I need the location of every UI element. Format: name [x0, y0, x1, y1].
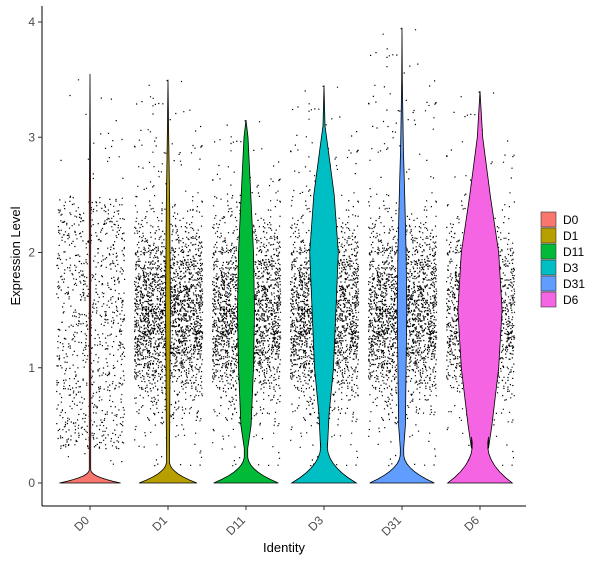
violin-d1 — [138, 79, 198, 484]
y-ticks-layer: 0 1 2 3 4 — [28, 15, 42, 490]
legend-label-d0: D0 — [563, 213, 579, 227]
legend-swatch-d6 — [540, 291, 557, 308]
legend-swatch-d31 — [540, 275, 557, 292]
y-tick-label: 0 — [28, 476, 35, 490]
legend-label-d1: D1 — [563, 229, 579, 243]
legend-label-d6: D6 — [563, 293, 579, 307]
x-ticks-layer: D0 D1 D11 D3 D31 D6 — [71, 506, 482, 539]
violin-d0 — [59, 73, 121, 484]
legend-swatch-d0 — [540, 211, 557, 228]
points-d11 — [212, 120, 282, 467]
axes-layer — [41, 6, 526, 507]
legend: D0 D1 D11 D3 D31 D6 — [540, 211, 585, 308]
jitter-points-d11 — [212, 120, 282, 467]
x-tick-label-d3: D3 — [305, 513, 326, 534]
legend-swatch-d1 — [540, 227, 557, 244]
legend-swatch-d11 — [540, 243, 557, 260]
x-tick-label-d31: D31 — [379, 513, 405, 539]
legend-label-d3: D3 — [563, 261, 579, 275]
x-axis-title: Identity — [263, 540, 305, 555]
x-tick-label-d1: D1 — [149, 513, 170, 534]
legend-label-d31: D31 — [563, 277, 585, 291]
jitter-points-layer — [56, 28, 516, 467]
violins-layer — [59, 27, 514, 484]
legend-swatch-d3 — [540, 259, 557, 276]
y-tick-label: 2 — [28, 246, 35, 260]
violin-d3 — [290, 85, 358, 484]
x-tick-label-d6: D6 — [461, 513, 482, 534]
y-axis-title: Expression Level — [8, 206, 23, 305]
y-tick-label: 3 — [28, 130, 35, 144]
legend-label-d11: D11 — [563, 245, 584, 259]
jitter-points-d31 — [368, 28, 438, 467]
violin-d11 — [213, 119, 279, 484]
violin-d6 — [446, 91, 514, 484]
x-tick-label-d0: D0 — [71, 513, 92, 534]
y-tick-label: 4 — [28, 15, 35, 29]
x-tick-label-d11: D11 — [223, 513, 248, 538]
points-d31 — [368, 28, 438, 467]
violin-d31 — [369, 27, 435, 484]
y-tick-label: 1 — [28, 361, 35, 375]
